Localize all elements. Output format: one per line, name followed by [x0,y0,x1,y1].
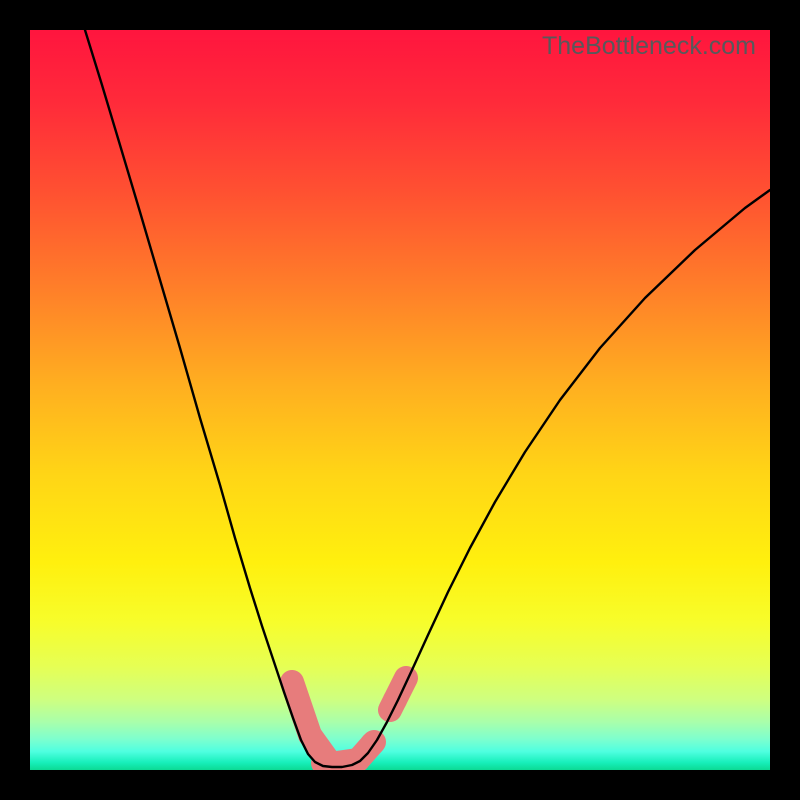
chart-svg [30,30,770,770]
bottleneck-curve [85,30,770,767]
watermark-text: TheBottleneck.com [542,32,756,61]
plot-area [30,30,770,770]
chart-frame: TheBottleneck.com [0,0,800,800]
